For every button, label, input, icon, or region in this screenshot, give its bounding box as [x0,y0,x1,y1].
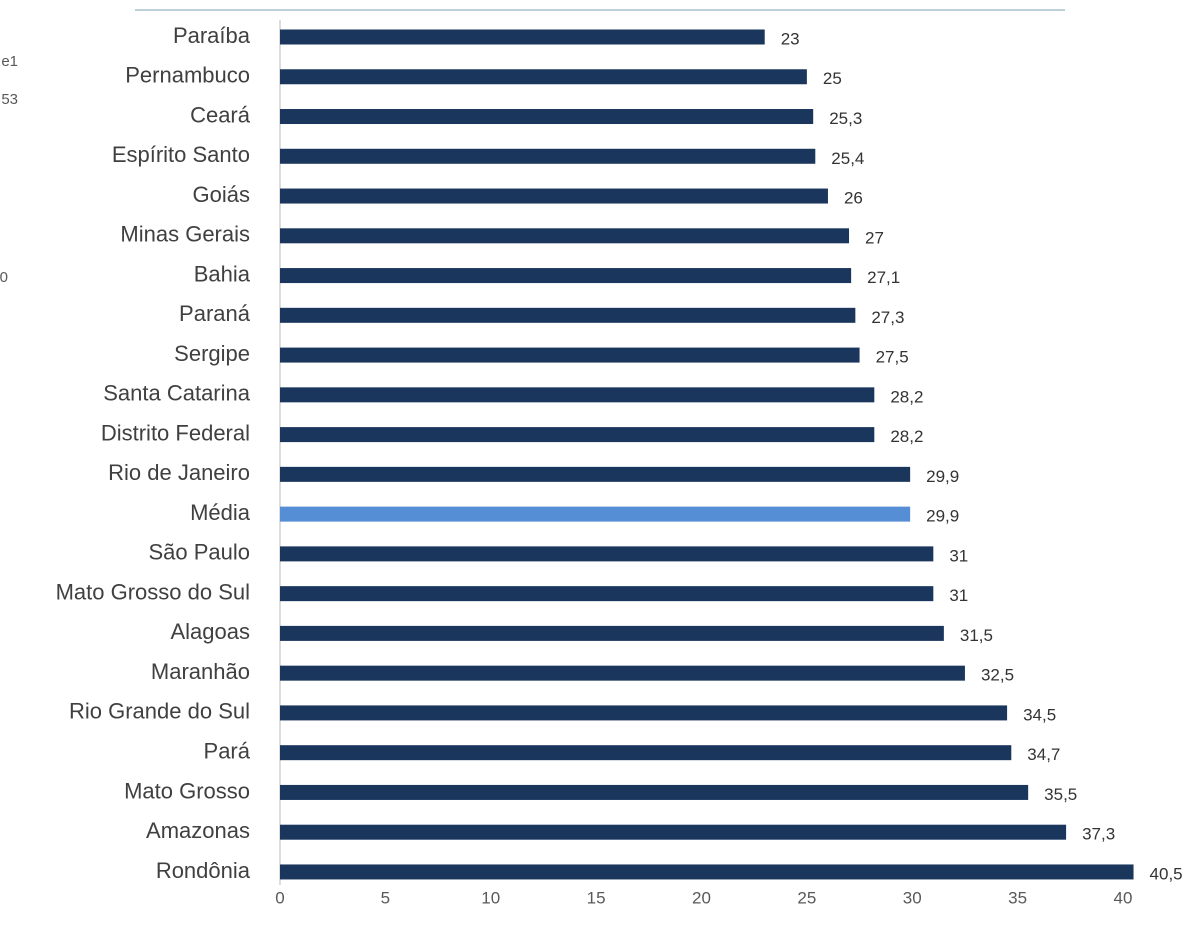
bar [280,109,814,125]
bar [280,307,856,323]
y-tick-label: Distrito Federal [101,420,250,445]
value-label: 31 [949,586,968,605]
x-tick-label: 40 [1114,888,1133,907]
x-tick-label: 15 [587,888,606,907]
bar [280,347,860,363]
y-tick-label: Mato Grosso [124,778,250,803]
value-label: 28,2 [890,427,923,446]
bar [280,188,828,204]
bar [280,228,850,244]
y-tick-label: Pernambuco [125,63,250,88]
annotation: 0 [0,269,8,286]
y-tick-label: Ceará [190,102,251,127]
bar [280,625,944,641]
value-label: 32,5 [981,666,1014,685]
y-tick-label: Minas Gerais [120,222,250,247]
y-tick-label: Rio Grande do Sul [69,699,250,724]
y-tick-label: Espírito Santo [112,142,250,167]
y-tick-label: Paraná [179,301,251,326]
value-label: 25 [823,69,842,88]
bar [280,745,1012,761]
y-tick-label: Sergipe [174,341,250,366]
bar [280,864,1134,880]
annotation: e1 [1,53,18,70]
x-tick-label: 5 [381,888,390,907]
value-label: 25,4 [831,149,864,168]
x-tick-label: 35 [1008,888,1027,907]
y-tick-label: Alagoas [170,619,250,644]
bar [280,665,965,681]
value-label: 25,3 [829,109,862,128]
y-tick-label: Santa Catarina [103,381,251,406]
y-tick-label: Pará [204,738,251,763]
annotation: 53 [1,91,18,108]
bar [280,824,1067,840]
bar [280,586,934,602]
bar [280,466,911,482]
y-tick-label: Goiás [193,182,250,207]
value-label: 35,5 [1044,785,1077,804]
y-tick-label: São Paulo [148,540,250,565]
bar [280,784,1029,800]
y-tick-label: Paraíba [173,23,251,48]
y-tick-label: Bahia [194,261,251,286]
bar [280,29,765,45]
y-tick-label: Amazonas [146,818,250,843]
value-label: 26 [844,189,863,208]
bar [280,427,875,443]
y-tick-label: Maranhão [151,659,250,684]
value-label: 29,9 [926,467,959,486]
value-label: 27,5 [876,348,909,367]
value-label: 27 [865,228,884,247]
y-tick-label: Mato Grosso do Sul [56,579,250,604]
x-tick-label: 0 [275,888,284,907]
value-label: 27,3 [871,308,904,327]
y-tick-label: Média [190,500,251,525]
y-tick-label: Rio de Janeiro [108,460,250,485]
x-tick-label: 10 [481,888,500,907]
value-label: 31 [949,546,968,565]
bar [280,506,911,522]
value-label: 40,5 [1150,864,1183,883]
x-tick-label: 20 [692,888,711,907]
bar [280,148,816,164]
bar [280,387,875,403]
x-tick-label: 30 [903,888,922,907]
bar [280,546,934,562]
value-label: 27,1 [867,268,900,287]
y-tick-label: Rondônia [156,858,251,883]
bar [280,268,852,284]
value-label: 31,5 [960,626,993,645]
value-label: 23 [781,29,800,48]
x-tick-label: 25 [797,888,816,907]
bar [280,69,807,85]
value-label: 29,9 [926,507,959,526]
value-label: 34,7 [1027,745,1060,764]
value-label: 28,2 [890,387,923,406]
value-label: 37,3 [1082,825,1115,844]
value-label: 34,5 [1023,705,1056,724]
bar [280,705,1008,721]
